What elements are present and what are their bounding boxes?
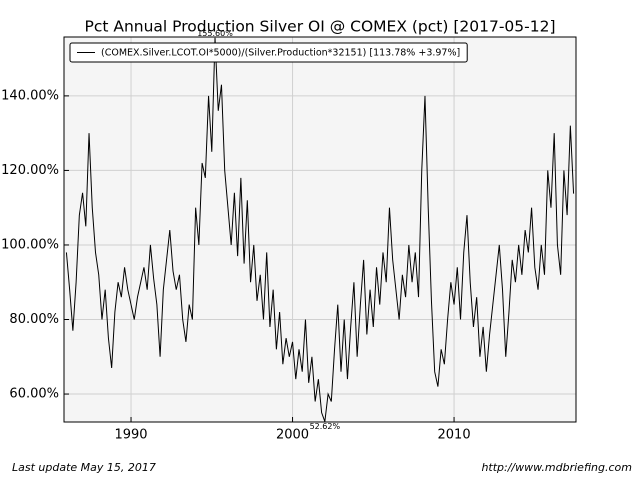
- y-tick-label: 60.00%: [9, 387, 59, 402]
- plot-area: [64, 37, 576, 422]
- y-tick-label: 140.00%: [1, 88, 59, 103]
- footer-right: http://www.mdbriefing.com: [481, 461, 632, 474]
- legend-label: (COMEX.Silver.LCOT.OI*5000)/(Silver.Prod…: [101, 48, 460, 59]
- y-tick-label: 80.00%: [9, 312, 59, 327]
- chart-title: Pct Annual Production Silver OI @ COMEX …: [84, 18, 555, 36]
- legend-box: [69, 42, 468, 63]
- annotation: 52.62%: [310, 422, 341, 431]
- x-tick-label: 2010: [438, 428, 471, 443]
- x-tick-label: 1990: [114, 428, 147, 443]
- plot-frame: [63, 36, 577, 423]
- x-tick-label: 2000: [276, 428, 309, 443]
- footer-left: Last update May 15, 2017: [12, 461, 156, 474]
- y-tick-label: 120.00%: [1, 163, 59, 178]
- annotation: 155.60%: [197, 29, 233, 38]
- data-line: [65, 37, 575, 422]
- y-tick-label: 100.00%: [1, 237, 59, 252]
